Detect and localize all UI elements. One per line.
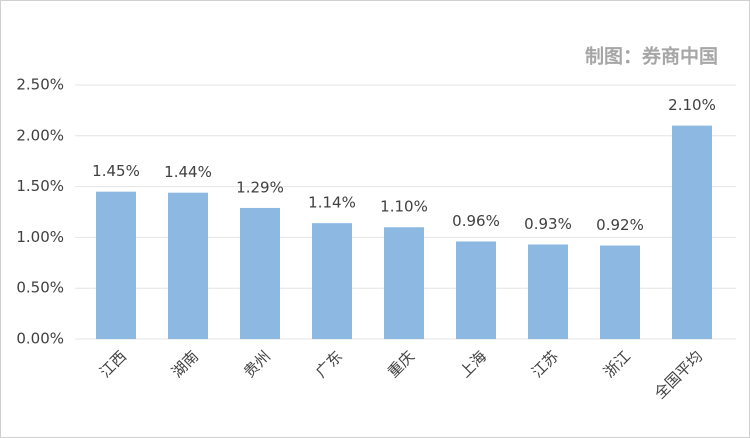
bar — [384, 227, 424, 339]
value-label: 1.29% — [236, 178, 284, 196]
y-tick-label: 0.50% — [16, 279, 64, 297]
y-tick-label: 0.00% — [16, 330, 64, 348]
y-tick-label: 2.50% — [16, 76, 64, 94]
y-tick-label: 1.00% — [16, 228, 64, 246]
annotation: 制图：券商中国 — [585, 45, 718, 68]
bar — [96, 191, 136, 339]
value-label: 1.14% — [308, 194, 356, 212]
y-tick-label: 1.50% — [16, 177, 64, 195]
bar — [456, 241, 496, 339]
value-label: 2.10% — [668, 96, 716, 114]
bar — [312, 223, 352, 339]
y-tick-label: 2.00% — [16, 126, 64, 144]
bar — [240, 207, 280, 339]
bar — [672, 125, 712, 339]
value-label: 1.44% — [164, 163, 212, 181]
value-label: 0.93% — [524, 215, 572, 233]
value-label: 0.92% — [596, 216, 644, 234]
bar — [528, 244, 568, 339]
bar — [168, 192, 208, 339]
value-label: 0.96% — [452, 212, 500, 230]
value-label: 1.10% — [380, 198, 428, 216]
value-label: 1.45% — [92, 162, 140, 180]
bar — [600, 245, 640, 339]
